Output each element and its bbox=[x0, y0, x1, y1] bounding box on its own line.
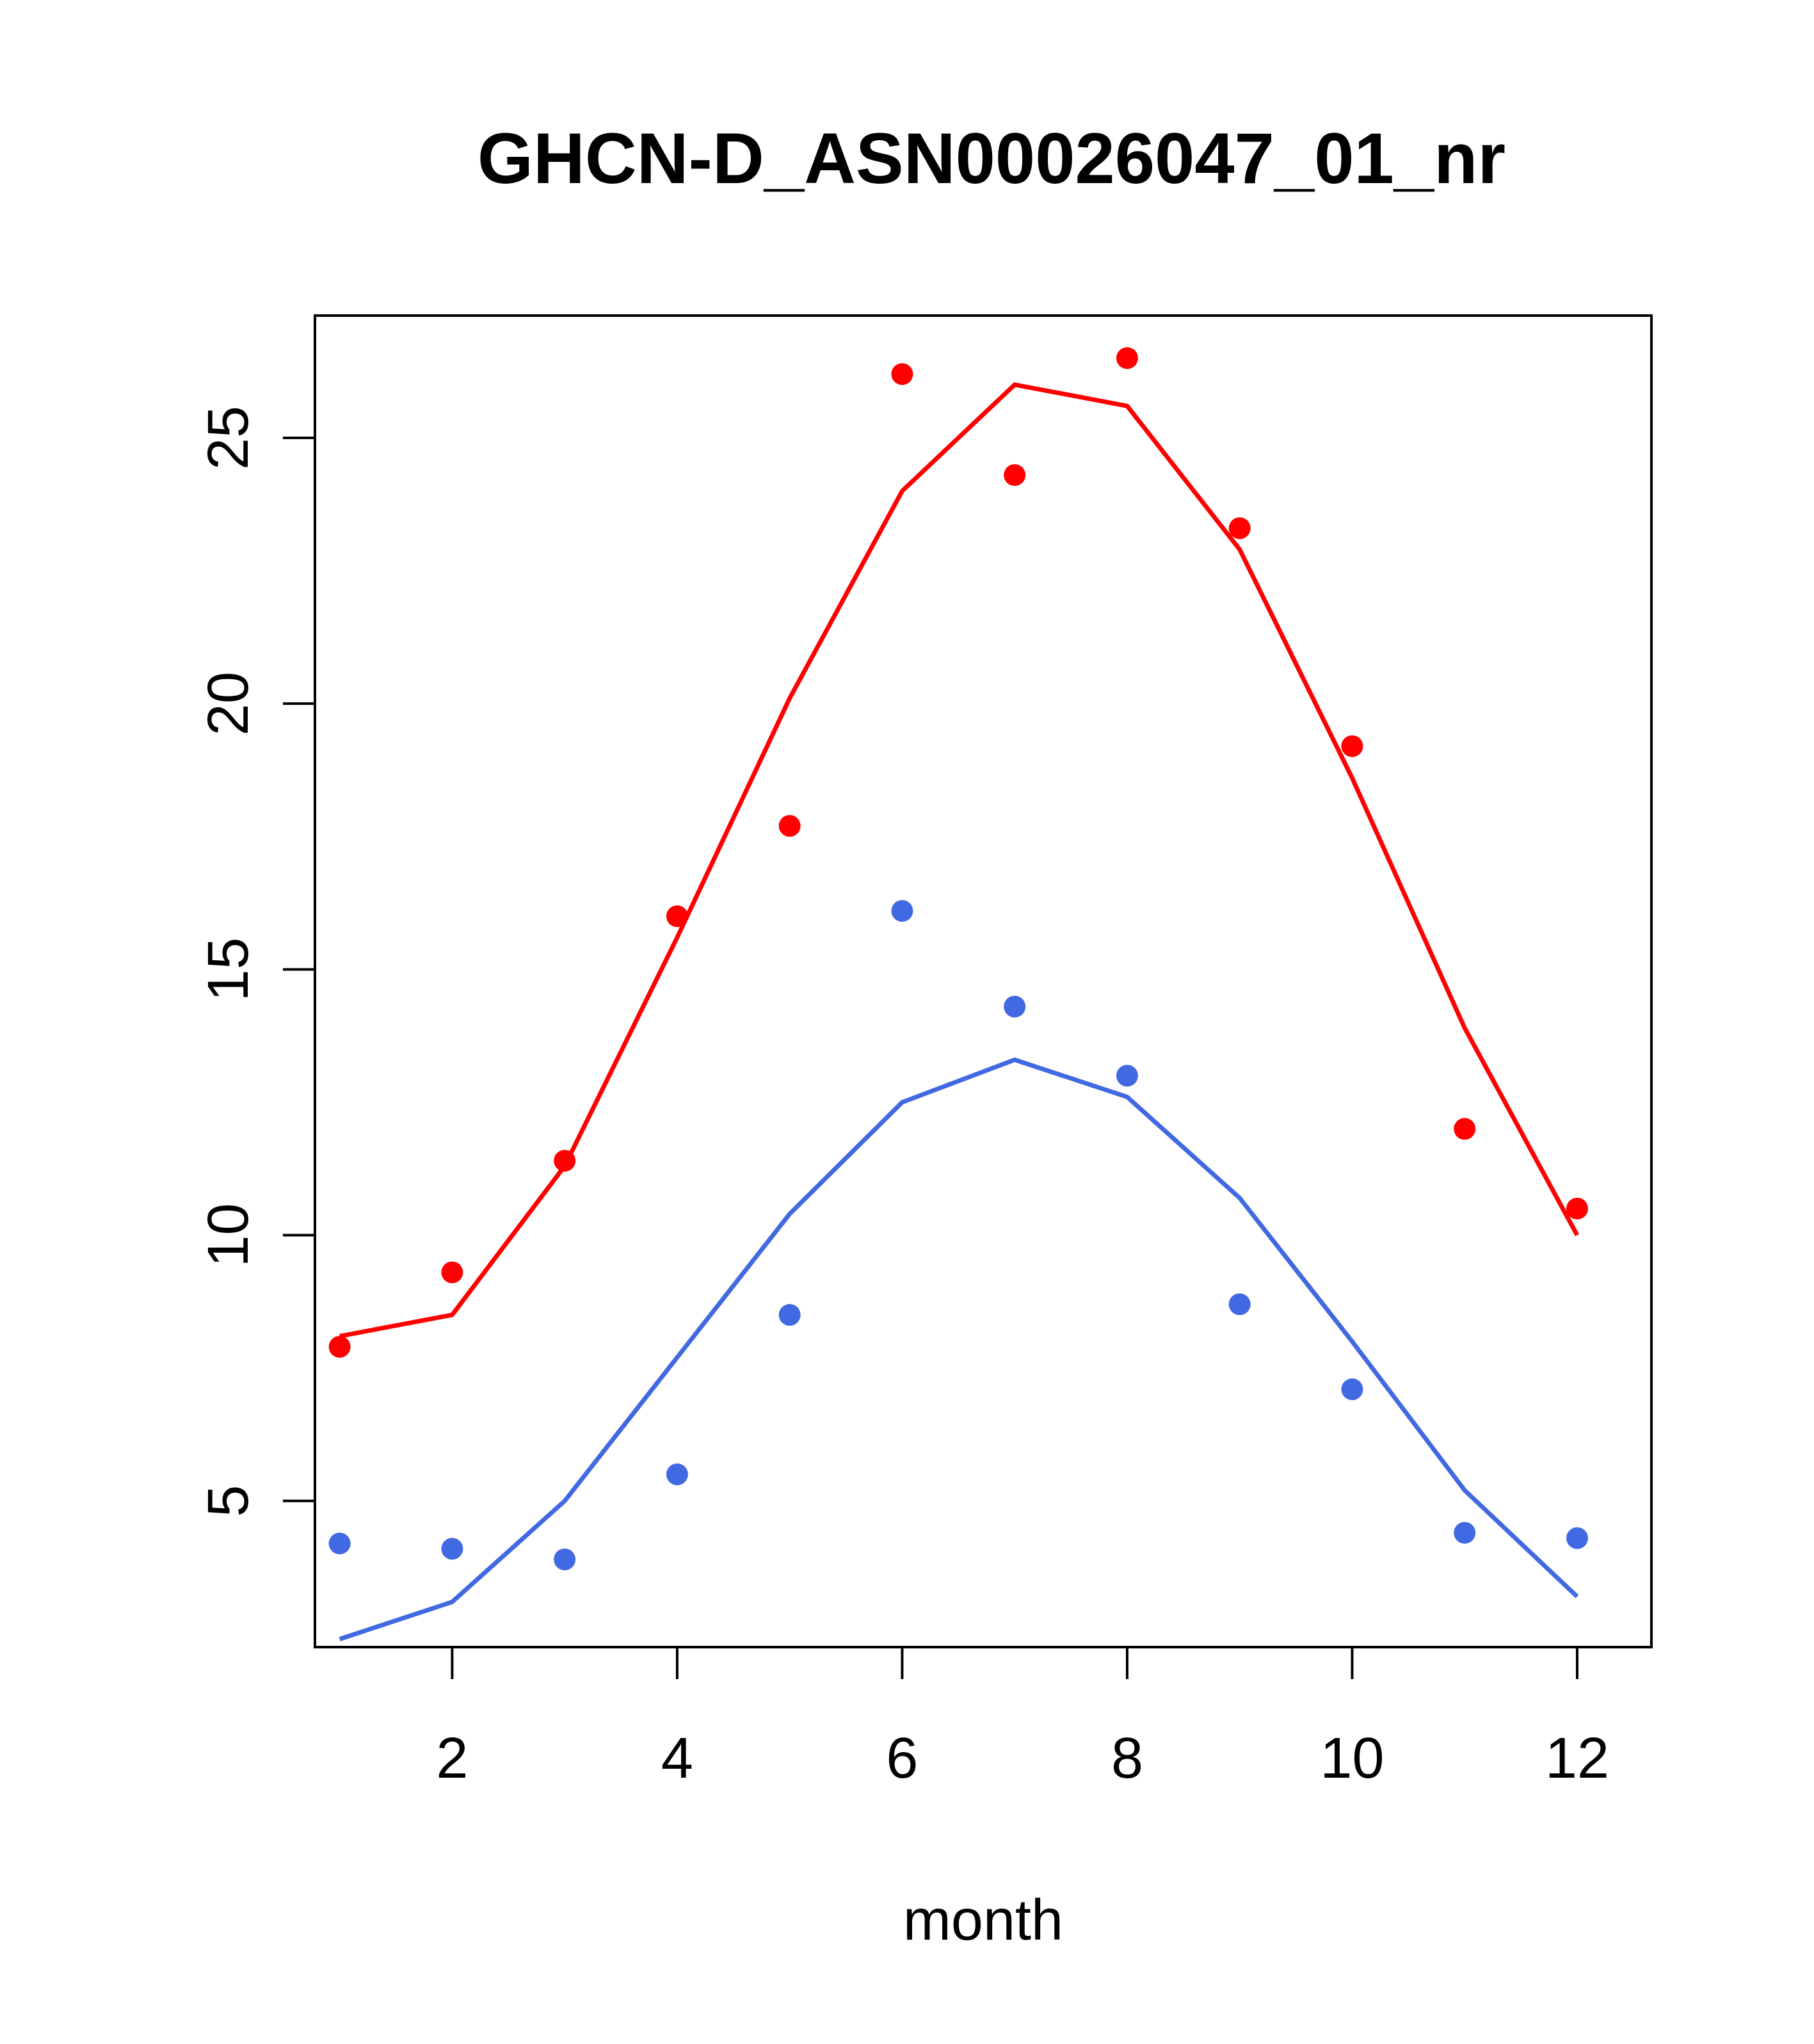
plot-frame bbox=[314, 314, 1653, 1648]
series-1-point bbox=[328, 1335, 351, 1358]
plot-series bbox=[328, 347, 1588, 1641]
series-2-point bbox=[891, 899, 913, 922]
series-2-point bbox=[328, 1533, 351, 1555]
x-tick-label: 8 bbox=[1111, 1726, 1143, 1791]
series-2-line bbox=[339, 1058, 1579, 1641]
x-tick-label: 12 bbox=[1545, 1726, 1609, 1791]
series-1-point bbox=[554, 1150, 576, 1172]
series-1-point bbox=[1566, 1197, 1588, 1219]
series-1-point bbox=[1454, 1118, 1476, 1140]
y-tick-label: 5 bbox=[197, 1485, 261, 1517]
series-2-point bbox=[1228, 1293, 1251, 1316]
series-2-point bbox=[1566, 1527, 1588, 1549]
series-2-point bbox=[1341, 1378, 1363, 1401]
x-tick-label: 10 bbox=[1320, 1726, 1384, 1791]
series-1-point bbox=[1341, 735, 1363, 757]
series-2-point bbox=[1004, 995, 1026, 1018]
series-2-point bbox=[778, 1304, 801, 1326]
series-2 bbox=[328, 899, 1588, 1641]
x-tick-label: 2 bbox=[436, 1726, 468, 1791]
series-1-point bbox=[666, 905, 688, 928]
series-2-point bbox=[441, 1538, 463, 1560]
chart-title: GHCN-D_ASN00026047_01_nr bbox=[478, 118, 1505, 198]
series-1-point bbox=[1116, 347, 1138, 369]
series-2-point bbox=[1454, 1522, 1476, 1544]
series-1-point bbox=[1004, 464, 1026, 487]
x-axis-label: month bbox=[903, 1888, 1063, 1952]
y-tick-label: 20 bbox=[197, 672, 261, 736]
y-axis: 5 10 15 20 25 bbox=[197, 406, 316, 1517]
series-1-point bbox=[891, 363, 913, 385]
series-2-point bbox=[666, 1463, 688, 1486]
series-2-point bbox=[1116, 1065, 1138, 1087]
y-tick-label: 25 bbox=[197, 406, 261, 470]
series-1-point bbox=[1228, 517, 1251, 540]
x-tick-label: 4 bbox=[661, 1726, 693, 1791]
series-1-point bbox=[441, 1261, 463, 1284]
x-tick-label: 6 bbox=[886, 1726, 918, 1791]
series-1 bbox=[328, 347, 1588, 1358]
y-tick-label: 10 bbox=[197, 1203, 261, 1267]
y-tick-label: 15 bbox=[197, 937, 261, 1001]
series-1-point bbox=[778, 815, 801, 837]
series-2-point bbox=[554, 1548, 576, 1570]
series-1-line bbox=[339, 382, 1580, 1339]
x-axis: 2 4 6 8 10 12 bbox=[436, 1646, 1609, 1791]
